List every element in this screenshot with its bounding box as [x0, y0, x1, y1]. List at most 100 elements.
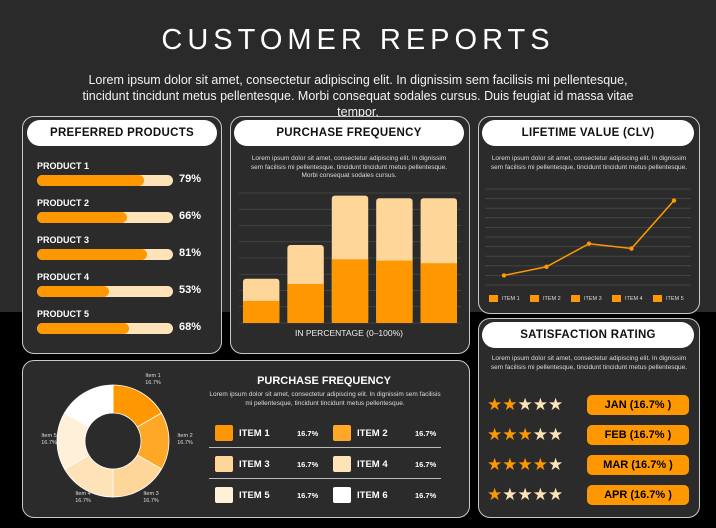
purchase-frequency-bar-chart — [239, 192, 461, 324]
star-rating: ★★★★★ — [487, 396, 563, 415]
product-percent: 66% — [179, 210, 202, 222]
purchase-frequency-pie-description: Lorem ipsum dolor sit amet, consectetur … — [209, 391, 441, 407]
donut-label-name: Item 2 — [177, 433, 193, 439]
clv-legend-label: ITEM 2 — [543, 295, 561, 302]
bar-bottom-segment — [242, 300, 280, 323]
product-progress-fill — [37, 286, 110, 297]
preferred-products-panel: PREFERRED PRODUCTS PRODUCT 1 79% PRODUCT 2… — [22, 116, 222, 354]
legend-swatch — [333, 425, 351, 441]
legend-swatch — [215, 487, 233, 503]
product-label: PRODUCT 5 — [37, 309, 90, 319]
product-percent: 81% — [179, 247, 202, 259]
rating-month-badge[interactable]: APR (16.7% ) — [587, 485, 689, 505]
donut-label: Item 4 16.7% — [71, 491, 95, 505]
bar-bottom-segment — [331, 259, 369, 323]
product-progress-track — [37, 286, 173, 297]
legend-value: 16.7% — [415, 460, 437, 469]
bar-bottom-segment — [376, 260, 413, 323]
bar-bottom-segment — [287, 284, 324, 323]
donut-label: Item 2 16.7% — [173, 433, 197, 447]
star-outline-icon: ★ — [548, 485, 564, 504]
star-rating: ★★★★★ — [487, 456, 563, 475]
rating-month-badge[interactable]: MAR (16.7% ) — [587, 455, 689, 475]
clv-legend-swatch — [489, 295, 498, 302]
rating-month-badge[interactable]: FEB (16.7% ) — [587, 425, 689, 445]
satisfaction-rating-description: Lorem ipsum dolor sit amet, consectetur … — [490, 355, 688, 371]
star-outline-icon: ★ — [548, 395, 564, 414]
legend-swatch — [333, 487, 351, 503]
donut-slice — [63, 384, 114, 428]
clv-legend-label: ITEM 4 — [625, 295, 643, 302]
lifetime-value-title: LIFETIME VALUE (CLV) — [482, 120, 694, 146]
page-title: CUSTOMER REPORTS — [161, 24, 555, 56]
product-percent: 53% — [179, 284, 202, 296]
star-outline-icon: ★ — [502, 485, 518, 504]
clv-legend-item: ITEM 2 — [530, 295, 561, 302]
legend-label: ITEM 3 — [239, 458, 270, 470]
star-icon: ★ — [487, 485, 503, 504]
rating-month-badge[interactable]: JAN (16.7% ) — [587, 395, 689, 415]
donut-label-value: 16.7% — [145, 380, 161, 386]
star-icon: ★ — [517, 455, 533, 474]
donut-label-name: Item 4 — [75, 491, 91, 497]
star-icon: ★ — [487, 425, 503, 444]
clv-legend-label: ITEM 3 — [584, 295, 602, 302]
legend-item: ITEM 6 — [333, 487, 388, 503]
lifetime-value-description: Lorem ipsum dolor sit amet, consectetur … — [490, 155, 688, 171]
star-outline-icon: ★ — [517, 395, 533, 414]
clv-legend-swatch — [530, 295, 539, 302]
legend-item: ITEM 5 — [215, 487, 270, 503]
clv-legend-swatch — [653, 295, 662, 302]
star-outline-icon: ★ — [548, 425, 564, 444]
purchase-frequency-donut-chart — [56, 384, 170, 498]
star-outline-icon: ★ — [548, 455, 564, 474]
star-icon: ★ — [502, 455, 518, 474]
donut-label-value: 16.7% — [143, 498, 159, 504]
legend-value: 16.7% — [297, 491, 319, 500]
clv-legend-swatch — [612, 295, 621, 302]
product-label: PRODUCT 4 — [37, 272, 90, 282]
star-icon: ★ — [517, 425, 533, 444]
star-icon: ★ — [487, 455, 503, 474]
legend-item: ITEM 2 — [333, 425, 388, 441]
purchase-frequency-footer: IN PERCENTAGE (0–100%) — [294, 328, 403, 338]
clv-legend-item: ITEM 1 — [489, 295, 520, 302]
star-icon: ★ — [532, 455, 548, 474]
star-rating: ★★★★★ — [487, 426, 563, 445]
star-icon: ★ — [502, 425, 518, 444]
donut-label: Item 3 16.7% — [139, 491, 163, 505]
donut-label-value: 16.7% — [41, 440, 57, 446]
clv-legend-label: ITEM 5 — [666, 295, 684, 302]
legend-swatch — [333, 456, 351, 472]
star-outline-icon: ★ — [532, 395, 548, 414]
legend-label: ITEM 4 — [357, 458, 388, 470]
clv-point — [544, 264, 549, 269]
donut-label-name: Item 5 — [41, 433, 57, 439]
bar-bottom-segment — [420, 263, 458, 323]
legend-label: ITEM 1 — [239, 427, 270, 439]
legend-divider — [209, 447, 441, 448]
product-progress-fill — [37, 323, 130, 334]
clv-point — [586, 241, 592, 246]
satisfaction-rating-panel: SATISFACTION RATING Lorem ipsum dolor si… — [478, 318, 700, 518]
product-percent: 79% — [179, 173, 202, 185]
legend-item: ITEM 3 — [215, 456, 270, 472]
product-label: PRODUCT 2 — [37, 198, 90, 208]
clv-point — [671, 198, 677, 203]
product-progress-track — [37, 212, 173, 223]
star-outline-icon: ★ — [532, 425, 548, 444]
product-progress-fill — [37, 249, 148, 260]
legend-label: ITEM 5 — [239, 489, 270, 501]
product-label: PRODUCT 1 — [37, 161, 90, 171]
legend-swatch — [215, 456, 233, 472]
donut-label: Item 5 16.7% — [37, 433, 61, 447]
donut-label-value: 16.7% — [177, 440, 193, 446]
legend-divider — [209, 478, 441, 479]
clv-legend-item: ITEM 4 — [612, 295, 643, 302]
product-progress-fill — [37, 175, 145, 186]
legend-label: ITEM 6 — [357, 489, 388, 501]
legend-item: ITEM 4 — [333, 456, 388, 472]
donut-label: Item 1 16.7% — [141, 373, 165, 387]
star-icon: ★ — [487, 395, 503, 414]
